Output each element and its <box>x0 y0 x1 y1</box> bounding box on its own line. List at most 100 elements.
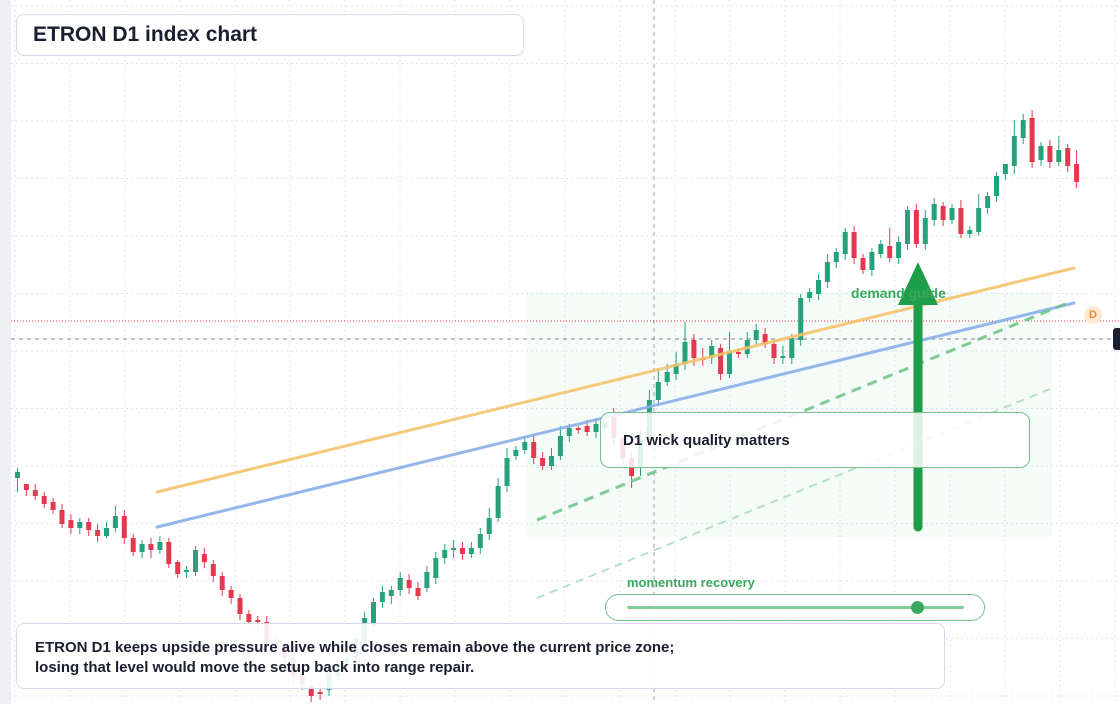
upside-arrow-head <box>898 262 938 305</box>
candle-body <box>50 502 56 510</box>
candle-body <box>255 620 261 622</box>
candle-body <box>228 590 234 598</box>
candle-body <box>985 196 991 208</box>
annotation-text: D1 wick quality matters <box>623 431 790 449</box>
interval-badge[interactable]: D <box>1084 306 1102 324</box>
candle-body <box>1074 164 1080 182</box>
candle-body <box>735 352 741 354</box>
candle-body <box>540 458 546 466</box>
candle-body <box>655 382 661 400</box>
candle-body <box>780 356 786 358</box>
candle-body <box>486 518 492 534</box>
annotation-callout: D1 wick quality matters <box>600 412 1030 468</box>
candle-body <box>246 614 252 622</box>
candle-body <box>451 548 457 550</box>
summary-box: ETRON D1 keeps upside pressure alive whi… <box>16 623 945 689</box>
price-tag <box>1113 328 1120 350</box>
candle-body <box>860 258 866 270</box>
candle-body <box>397 578 403 590</box>
candle-body <box>504 458 510 486</box>
candle-body <box>210 564 216 576</box>
candle-body <box>442 550 448 558</box>
summary-line-1: ETRON D1 keeps upside pressure alive whi… <box>35 639 675 656</box>
candle-body <box>833 252 839 262</box>
candle-body <box>468 548 474 554</box>
candle-body <box>1029 118 1035 162</box>
candle-body <box>406 580 412 588</box>
candle-body <box>664 372 670 382</box>
candle-body <box>460 548 465 554</box>
candle-body <box>887 246 893 258</box>
candle-body <box>691 340 697 358</box>
candle-body <box>967 230 973 234</box>
candle-body <box>95 530 101 536</box>
candle-body <box>798 298 804 340</box>
projection-line <box>536 300 1071 522</box>
candle-body <box>1011 136 1017 166</box>
candle-body <box>175 562 181 574</box>
candle-body <box>549 456 554 466</box>
candle-body <box>415 588 421 596</box>
momentum-knob[interactable] <box>910 601 924 614</box>
candle-body <box>762 334 768 344</box>
candle-body <box>1056 150 1062 162</box>
candle-body <box>513 450 519 456</box>
candle-body <box>976 208 982 232</box>
candle-body <box>673 364 679 374</box>
momentum-bar <box>627 606 964 609</box>
candle-body <box>584 426 590 432</box>
candle-body <box>816 280 821 294</box>
candle-body <box>433 558 439 578</box>
candle-body <box>1038 146 1044 160</box>
candle-body <box>1020 120 1026 138</box>
candle-body <box>994 176 999 196</box>
candle-body <box>789 338 795 358</box>
candle-body <box>371 602 376 626</box>
candle-body <box>68 520 74 528</box>
candle-body <box>575 428 581 430</box>
candle-body <box>219 576 225 590</box>
candle-body <box>157 542 163 550</box>
candle-body <box>379 592 385 602</box>
candle-body <box>922 218 928 244</box>
candle-body <box>77 522 83 528</box>
candle-body <box>184 570 190 572</box>
candle-body <box>753 330 759 340</box>
candle-body <box>41 496 47 504</box>
candle-body <box>495 486 501 518</box>
momentum-gauge <box>605 594 985 621</box>
candle-body <box>86 522 92 530</box>
candle-body <box>905 210 910 244</box>
candle-body <box>308 686 314 696</box>
candle-body <box>104 528 109 536</box>
chart-title: ETRON D1 index chart <box>33 23 258 46</box>
candle-body <box>477 534 483 548</box>
candle-body <box>15 472 20 478</box>
candle-body <box>771 344 777 358</box>
candle-body <box>709 346 715 358</box>
candle-body <box>896 242 902 258</box>
momentum-label: momentum recovery <box>627 575 755 590</box>
candle-body <box>166 542 172 564</box>
candle-body <box>193 550 198 572</box>
candle-body <box>148 544 154 550</box>
candle-body <box>824 262 830 282</box>
candle-body <box>1047 146 1053 162</box>
candle-body <box>869 252 875 270</box>
candle-body <box>424 572 430 588</box>
candle-body <box>593 424 599 432</box>
candle-body <box>718 348 724 374</box>
candle-body <box>130 538 136 552</box>
chart-title-box: ETRON D1 index chart <box>16 14 524 56</box>
candle-body <box>32 490 38 496</box>
candle-body <box>201 554 207 562</box>
candle-body <box>112 516 118 528</box>
candle-body <box>237 598 243 614</box>
left-edge-strip <box>0 0 11 704</box>
candle-body <box>851 232 857 258</box>
candle-body <box>931 204 937 220</box>
candle-body <box>388 590 394 596</box>
candle-body <box>557 436 563 456</box>
candle-body <box>958 208 964 234</box>
candle-body <box>949 208 955 220</box>
